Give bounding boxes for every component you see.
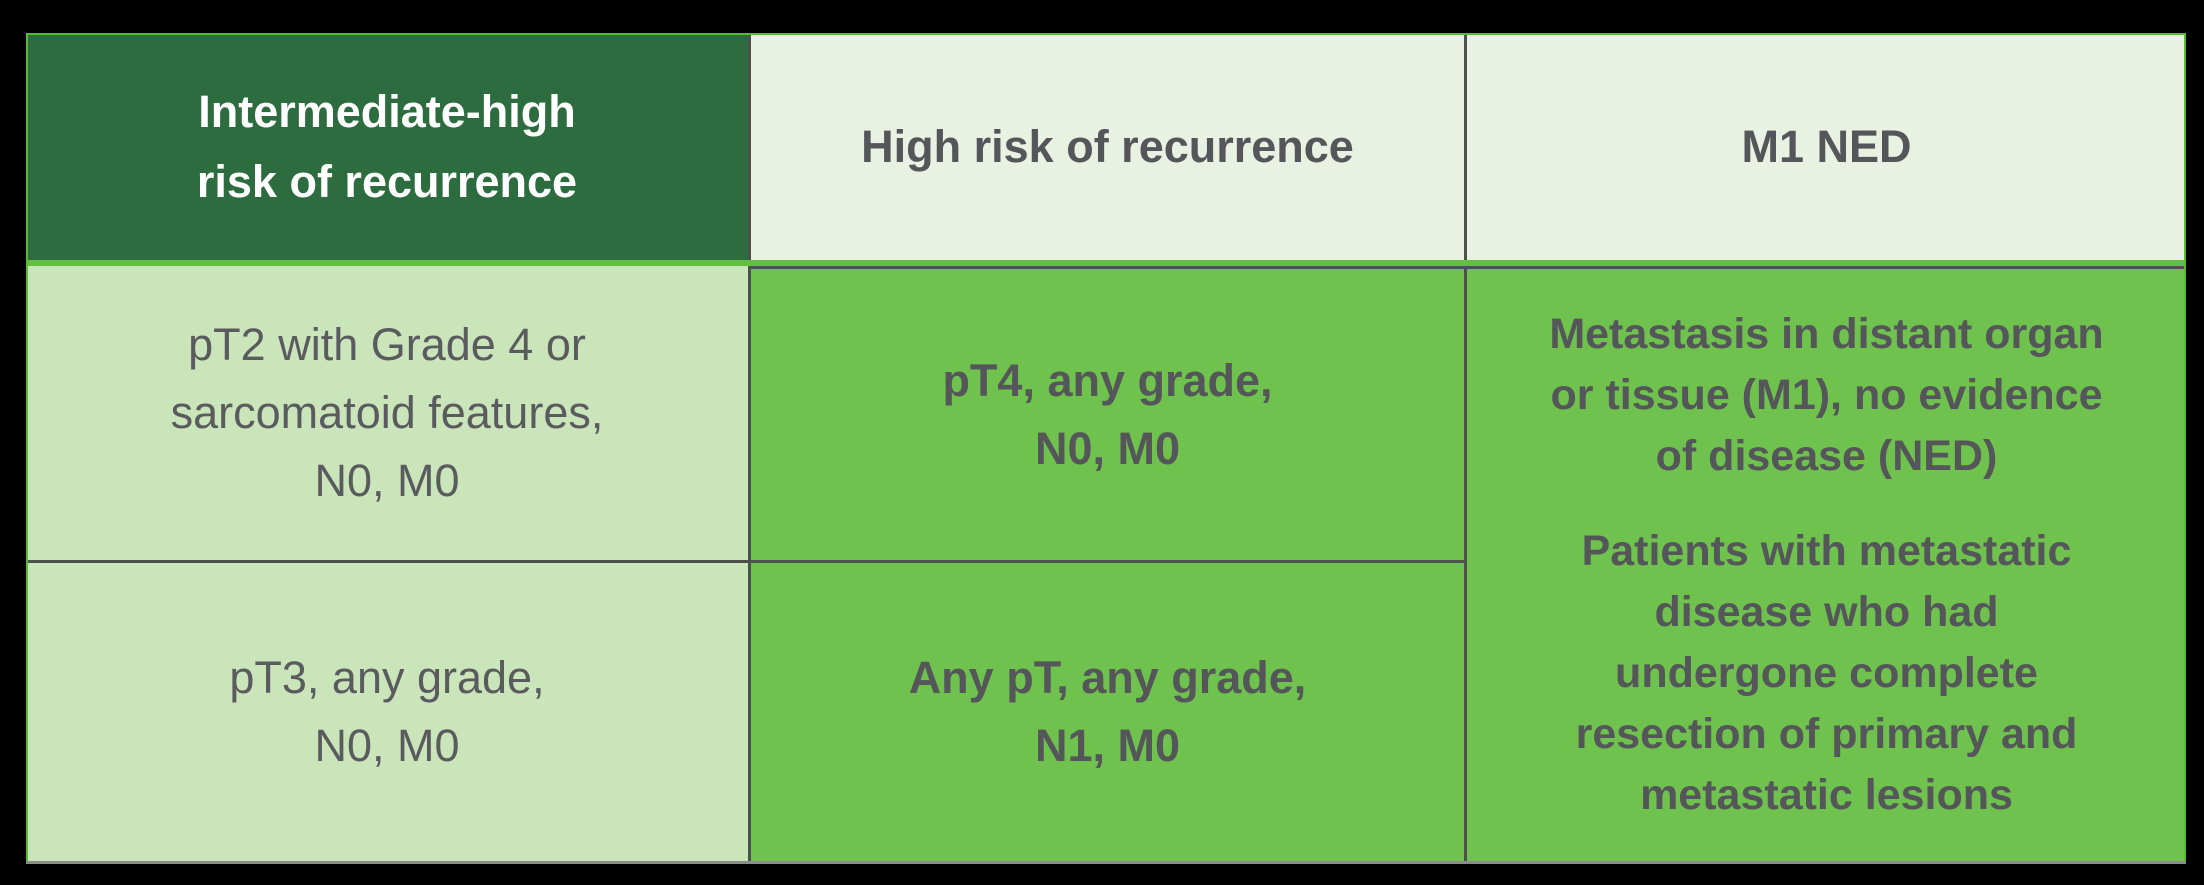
table-outer-edge-right — [2184, 33, 2186, 861]
header-cell-m1-ned: M1 NED — [1464, 33, 2186, 260]
cell-pt3-any-grade-text: pT3, any grade, N0, M0 — [229, 652, 545, 771]
table-outer-edge-left — [26, 33, 28, 861]
cell-pt4-any-grade: pT4, any grade, N0, M0 — [748, 266, 1464, 563]
risk-table: Intermediate-high risk of recurrence Hig… — [26, 33, 2186, 864]
cell-any-pt-n1: Any pT, any grade, N1, M0 — [748, 563, 1464, 861]
cell-pt2-grade4-sarcomatoid-text: pT2 with Grade 4 or sarcomatoid features… — [170, 319, 604, 506]
header-m1-ned-label: M1 NED — [1741, 120, 1912, 172]
cell-m1-ned-description: Metastasis in distant organ or tissue (M… — [1464, 266, 2186, 861]
header-cell-high-risk: High risk of recurrence — [748, 33, 1464, 260]
cell-pt4-any-grade-text: pT4, any grade, N0, M0 — [942, 354, 1273, 474]
m1-ned-paragraph-metastasis: Metastasis in distant organ or tissue (M… — [1549, 310, 2104, 480]
cell-any-pt-n1-text: Any pT, any grade, N1, M0 — [908, 652, 1307, 771]
cell-pt2-grade4-sarcomatoid: pT2 with Grade 4 or sarcomatoid features… — [26, 266, 748, 563]
table-outer-edge-top — [26, 33, 2186, 35]
header-cell-intermediate-high-risk: Intermediate-high risk of recurrence — [26, 33, 748, 260]
cell-pt3-any-grade: pT3, any grade, N0, M0 — [26, 563, 748, 861]
header-intermediate-high-label: Intermediate-high risk of recurrence — [196, 85, 578, 207]
header-body-separator — [26, 260, 2186, 266]
header-high-risk-label: High risk of recurrence — [861, 120, 1354, 172]
m1-ned-paragraph-resection: Patients with metastatic disease who had… — [1575, 527, 2078, 819]
